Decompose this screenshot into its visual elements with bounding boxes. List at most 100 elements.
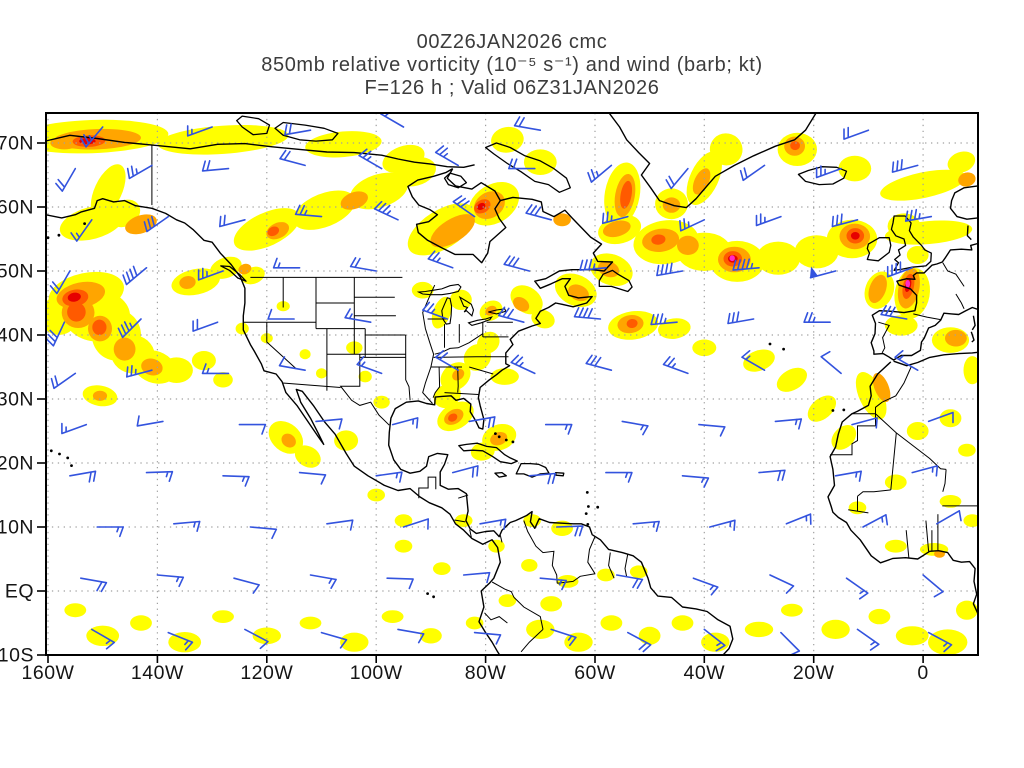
vorticity-blob-yellow [90,164,126,218]
title-init-line: 00Z26JAN2026 cmc [416,31,608,53]
political-border [587,536,596,574]
wind-barb [627,631,652,653]
vorticity-blob-yellow [831,425,857,450]
vorticity-blob-orange [945,329,967,347]
lake-outline [458,295,475,317]
wind-barb [244,628,269,650]
vorticity-blob-yellow [939,409,962,428]
wind-barb [284,123,312,136]
small-island-dot [66,456,70,460]
vorticity-blob-magenta [905,280,911,288]
coastline [407,167,507,264]
lon-tick-label: 20W [793,662,835,684]
political-border [432,366,441,398]
vorticity-blob-yellow [233,208,300,251]
political-border [905,530,910,559]
coastline [966,225,972,241]
political-border [942,469,947,492]
vorticity-blob-orangered [92,319,107,335]
political-border [624,553,629,578]
wind-barb [709,519,736,531]
lon-tick-label: 160W [22,662,75,684]
lon-tick-label: 80W [465,662,507,684]
wind-barb [809,270,837,279]
lake-outline [441,297,453,325]
political-border [848,509,869,514]
vorticity-blob-yellow [171,268,220,296]
vorticity-blob-yellow [299,616,322,630]
wind-barb [434,145,459,167]
vorticity-blob-yellow [884,539,907,553]
island-outline [236,115,271,136]
vorticity-blob-yellow [64,603,87,618]
wind-barb [601,211,629,225]
vorticity-blob-yellow [947,151,976,173]
wind-barb [698,423,726,437]
wind-barb [197,267,224,281]
island-outline [484,142,571,193]
vorticity-blob-magenta [729,255,735,262]
island-outline [274,121,339,142]
vorticity-blob-yellow [821,619,850,640]
political-border [913,313,941,321]
vorticity-blob-yellow [884,315,918,336]
wind-barb [856,628,880,651]
wind-barb [579,258,607,271]
vorticity-blob-yellow [381,610,404,623]
plot-frame [45,112,979,656]
wind-barb [774,418,803,430]
vorticity-blob-red [850,232,860,240]
wind-barb [267,308,295,320]
coastlines-and-borders [46,113,978,655]
vorticity-blob-yellow [657,318,691,339]
lat-tick-label: 20N [0,453,34,475]
small-island-dot [57,233,61,237]
wind-barb [279,149,306,167]
wind-barb [528,472,556,485]
lat-tick-label: 30N [0,389,34,411]
vorticity-blob-yellow [781,603,803,617]
wind-barb [815,165,842,179]
title-valid-line: F=126 h ; Valid 06Z31JAN2026 [364,77,660,99]
island-outline [890,215,932,272]
wind-barb [397,628,425,644]
coastline [970,331,975,343]
wind-barb [186,125,213,137]
vorticity-blob-yellow [316,368,327,379]
wind-barb [681,475,710,488]
coastline [949,185,978,220]
vorticity-blob-yellow [420,628,442,644]
island-outline [443,172,468,189]
wind-barb [69,470,97,483]
wind-barb [402,518,429,530]
lon-tick-label: 0 [917,662,928,684]
lat-tick-label: 70N [0,133,34,155]
political-border [469,366,494,375]
wind-barb [880,305,908,320]
wind-barb [375,471,403,483]
wind-barb [349,257,377,272]
wind-barb [222,475,250,487]
wind-barb [803,312,831,323]
wind-barb [373,200,399,221]
wind-barb [173,520,201,532]
vorticity-blob-yellow [671,615,694,631]
vorticity-blob-yellow [600,615,623,631]
coastline [46,134,475,168]
wind-barb [386,577,414,590]
small-island-dot [842,408,846,412]
vorticity-blob-yellow [394,514,413,527]
wind-barb [122,265,148,286]
wind-barb [732,258,760,271]
wind-barb [238,423,267,435]
vorticity-blob-yellow [212,610,234,623]
small-island-dot [49,449,53,453]
lat-tick-label: 10S [0,645,34,667]
wind-barb [70,219,93,242]
coastline [971,315,976,331]
wind-barb [891,159,919,173]
wind-barb [555,525,584,537]
wind-barb [650,313,678,326]
